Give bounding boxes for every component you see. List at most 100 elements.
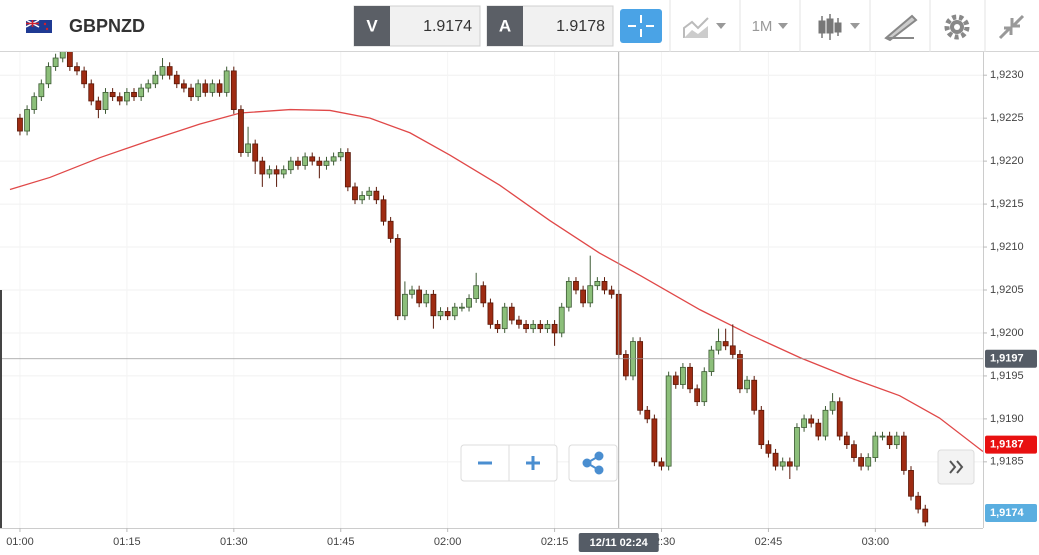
candle-body: [74, 66, 80, 72]
candle-body: [701, 371, 708, 403]
candle-body: [494, 323, 501, 330]
candle-body: [188, 87, 194, 98]
y-tick-label: 1,9220: [990, 155, 1024, 167]
candle-body: [679, 366, 686, 385]
candle-body: [138, 87, 145, 98]
candle-body: [858, 457, 865, 467]
candle-type-button[interactable]: [818, 14, 860, 40]
candle-body: [245, 143, 251, 153]
x-tick-label: 01:15: [113, 536, 141, 548]
candle-body: [173, 74, 180, 85]
share-button[interactable]: [568, 444, 618, 482]
candle-body: [466, 298, 472, 308]
y-tick-label: 1,9205: [990, 284, 1024, 296]
collapse-button[interactable]: [998, 14, 1025, 40]
candle-body: [744, 379, 750, 390]
candle-body: [38, 83, 45, 98]
candle-body: [715, 341, 722, 351]
candle-body: [31, 96, 38, 110]
candle-body: [637, 341, 644, 411]
candle-body: [17, 117, 23, 132]
candle-body: [66, 52, 73, 68]
candle-body: [95, 100, 102, 110]
zoom-in[interactable]: [526, 456, 540, 470]
candle-body: [202, 83, 209, 93]
candle-body: [779, 461, 786, 467]
candle-body: [658, 461, 665, 467]
candle-body: [487, 302, 494, 325]
candle-body: [352, 186, 358, 201]
x-tick-label: 02:00: [434, 536, 462, 548]
candle-body: [316, 160, 323, 166]
candle-body: [401, 293, 408, 317]
candle-body: [594, 281, 601, 287]
candle-body: [416, 289, 423, 304]
candle-body: [551, 323, 558, 334]
candle-body: [88, 83, 95, 102]
y-tick-label: 1,9230: [990, 69, 1024, 81]
share-icon: [582, 451, 604, 475]
moving-average-line: [9, 108, 983, 453]
price-label: 1,9174: [990, 507, 1025, 519]
candle-body: [565, 281, 572, 308]
drawing-button[interactable]: [884, 14, 918, 42]
axes: 1,9230 1,9225 1,9220 1,9215 1,9210 1,9205 1,92…: [6, 69, 1037, 552]
candle-body: [622, 354, 629, 377]
candle-body: [651, 418, 658, 463]
candle-body: [81, 70, 88, 85]
y-tick-label: 1,9200: [990, 327, 1024, 339]
candle-body: [394, 238, 401, 317]
bid-label-bg: [354, 6, 390, 46]
candle-body: [851, 444, 857, 458]
candle-body: [259, 160, 266, 175]
candle-body: [309, 156, 316, 162]
bid-price: 1.9174: [423, 18, 472, 35]
candle-body: [451, 306, 458, 317]
settings-button[interactable]: [944, 14, 970, 40]
candle-body: [330, 156, 337, 162]
ask-price: 1.9178: [556, 18, 605, 35]
candle-body: [45, 66, 52, 85]
candle-body: [815, 422, 822, 437]
chart-type-button[interactable]: [683, 17, 726, 38]
candle-body: [516, 319, 522, 325]
y-tick-label: 1,9215: [990, 198, 1024, 210]
y-tick-label: 1,9190: [990, 413, 1024, 425]
candle-body: [302, 156, 308, 166]
candle-body: [145, 83, 152, 89]
candle-body: [665, 375, 672, 467]
candle-body: [295, 160, 301, 166]
candle-body: [437, 311, 444, 317]
candle-body: [152, 74, 159, 85]
candle-body: [216, 83, 223, 93]
candle-body: [893, 435, 900, 446]
candle-body: [644, 409, 651, 420]
candle-body: [530, 323, 537, 330]
candle-body: [737, 354, 743, 390]
x-tick-label: 01:30: [220, 536, 248, 548]
candle-body: [287, 160, 294, 171]
price-badge: [985, 504, 1037, 522]
candle-body: [908, 470, 914, 497]
candle-body: [123, 91, 130, 102]
y-tick-label: 1,9210: [990, 241, 1024, 253]
crosshair-icon: [628, 15, 654, 37]
x-tick-label: 01:45: [327, 536, 355, 548]
candle-body: [508, 306, 515, 321]
x-tick-label: 02:15: [541, 536, 569, 548]
candle-body: [459, 306, 465, 309]
candle-body: [337, 152, 344, 158]
candle-body: [359, 195, 366, 201]
ask-label: A: [499, 16, 511, 35]
candle-body: [423, 293, 430, 304]
candle-body: [409, 289, 415, 295]
candle-body: [765, 444, 772, 454]
candle-body: [501, 306, 508, 330]
interval[interactable]: 1M: [752, 18, 773, 35]
candle-body: [523, 323, 529, 330]
crosshair-button[interactable]: [620, 9, 662, 43]
candle-body: [865, 457, 872, 467]
crosshair-price-label: 1,9197: [990, 353, 1024, 365]
candle-body: [843, 435, 850, 446]
